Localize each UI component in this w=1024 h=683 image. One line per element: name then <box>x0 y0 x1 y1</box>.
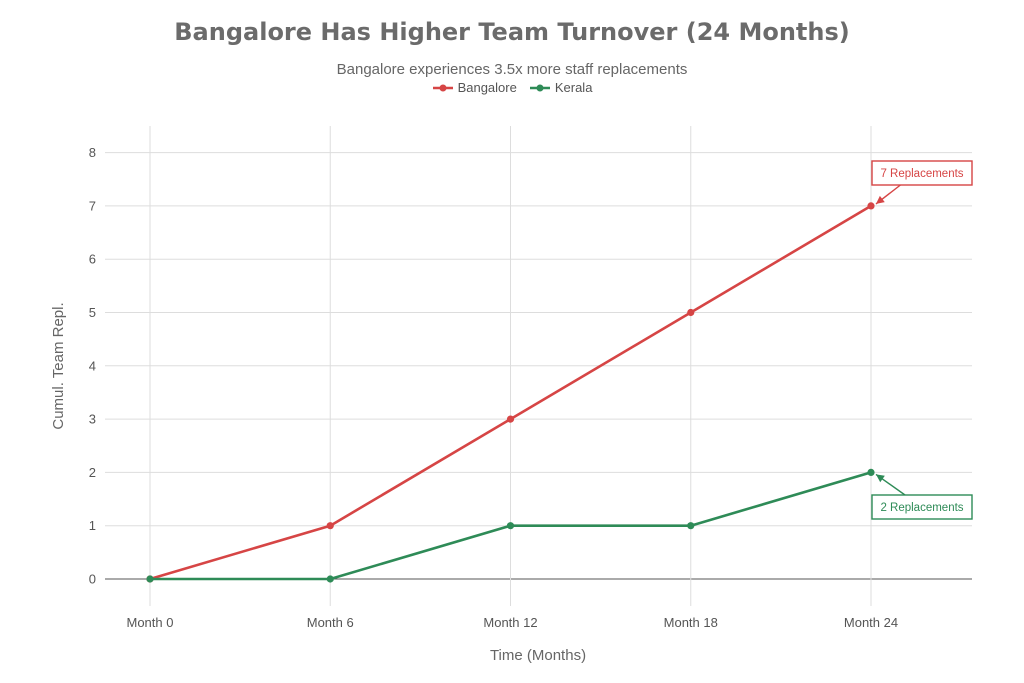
y-tick-label: 2 <box>89 465 96 480</box>
legend-item-kerala[interactable]: Kerala <box>529 80 593 95</box>
y-tick-label: 5 <box>89 305 96 320</box>
annotation-label-bangalore: 7 Replacements <box>880 168 963 180</box>
annotation-box-bangalore <box>871 160 973 186</box>
x-tick-label: Month 24 <box>844 615 898 630</box>
chart-subtitle: Bangalore experiences 3.5x more staff re… <box>336 61 688 78</box>
data-point-kerala[interactable] <box>146 575 154 583</box>
legend-label-bangalore: Bangalore <box>457 80 517 95</box>
y-tick-label: 8 <box>89 145 96 160</box>
x-tick-label: Month 18 <box>664 615 718 630</box>
data-point-kerala[interactable] <box>326 575 334 583</box>
data-point-kerala[interactable] <box>506 522 515 530</box>
y-axis-title: Cumul. Team Repl. <box>50 302 67 429</box>
x-tick-label: Month 6 <box>307 615 354 630</box>
x-axis-title: Time (Months) <box>490 647 586 664</box>
data-point-bangalore[interactable] <box>687 308 695 317</box>
annotation-box-kerala <box>871 494 973 520</box>
legend-swatch-kerala <box>529 84 550 91</box>
legend-label-kerala: Kerala <box>554 80 593 95</box>
data-point-kerala[interactable] <box>867 468 875 476</box>
y-tick-label: 3 <box>89 412 96 427</box>
annotation-arrow-bangalore <box>876 195 885 204</box>
x-tick-label: Month 12 <box>483 615 537 630</box>
data-point-kerala[interactable] <box>687 522 695 530</box>
chart-title: Bangalore Has Higher Team Turnover (24 M… <box>174 18 850 46</box>
data-point-bangalore[interactable] <box>867 202 875 210</box>
y-tick-label: 6 <box>89 252 96 267</box>
y-tick-label: 4 <box>89 358 96 373</box>
legend-swatch-bangalore <box>432 84 453 91</box>
y-tick-label: 0 <box>89 572 96 587</box>
annotation-arrow-kerala <box>876 474 885 483</box>
chart-legend[interactable]: Bangalore Kerala <box>0 80 1024 95</box>
annotation-label-kerala: 2 Replacements <box>880 502 963 514</box>
legend-item-bangalore[interactable]: Bangalore <box>432 80 517 95</box>
y-tick-label: 1 <box>89 518 96 533</box>
data-point-bangalore[interactable] <box>326 522 334 530</box>
y-tick-label: 7 <box>89 198 96 213</box>
data-point-bangalore[interactable] <box>506 415 515 423</box>
x-tick-label: Month 0 <box>127 615 174 630</box>
